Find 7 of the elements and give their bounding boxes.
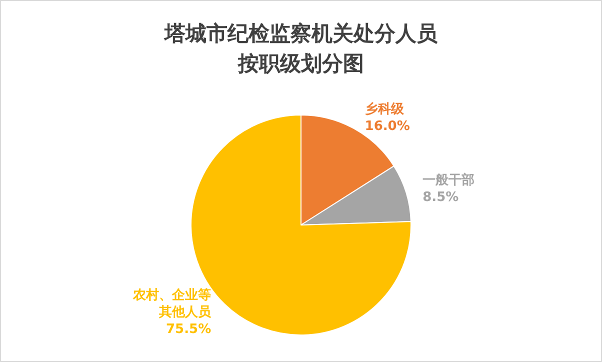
slice-label: 乡科级 xyxy=(364,101,405,118)
chart-title: 塔城市纪检监察机关处分人员按职级划分图 xyxy=(164,20,438,76)
data-label: 75.5% xyxy=(166,322,212,338)
slice-label: 一般干部 xyxy=(422,172,475,188)
slice-label: 农村、企业等其他人员 xyxy=(132,288,212,320)
data-label: 16.0% xyxy=(364,119,410,134)
data-label: 8.5% xyxy=(422,190,459,206)
